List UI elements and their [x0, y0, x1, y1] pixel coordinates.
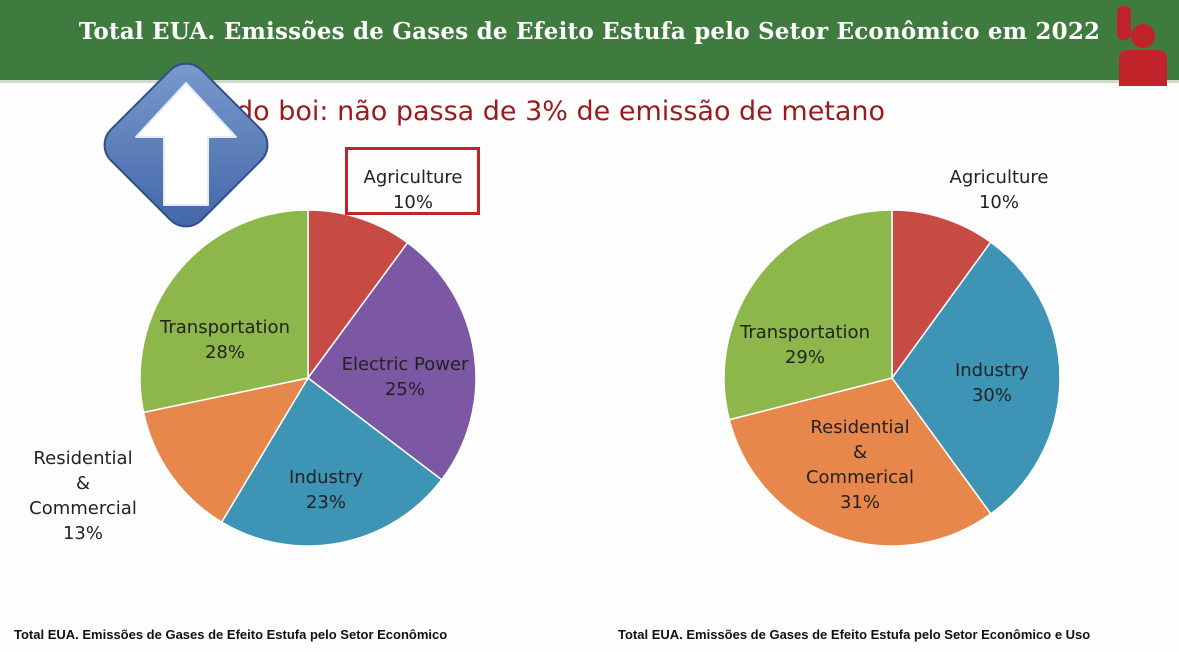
slice-label: Transportation: [160, 317, 290, 338]
slice-value: 31%: [839, 492, 880, 513]
slice-value: 29%: [784, 347, 825, 368]
data-label: Agriculture 10%: [352, 165, 474, 215]
data-label: Residential & Commercial 13%: [18, 446, 148, 546]
slice-label: Commercial: [29, 498, 137, 519]
data-label: Transportation 29%: [730, 320, 880, 370]
slice-label: Agriculture: [949, 167, 1049, 188]
slice-label: Agriculture: [363, 167, 463, 188]
pie-slice: [306, 241, 477, 481]
pie-slice: [891, 209, 992, 381]
slice-value: 10%: [978, 192, 1019, 213]
agriculture-highlight-box: [345, 147, 480, 215]
slice-label: &: [75, 473, 91, 494]
slice-value: 25%: [384, 379, 425, 400]
data-label: Industry 30%: [932, 358, 1052, 408]
pie-slice: [891, 241, 1061, 515]
slice-value: 13%: [62, 523, 103, 544]
page-title: Total EUA. Emissões de Gases de Efeito E…: [78, 18, 1101, 45]
data-label: Electric Power 25%: [330, 352, 480, 402]
slice-value: 30%: [971, 385, 1012, 406]
slice-label: Industry: [954, 360, 1030, 381]
slice-label: Transportation: [740, 322, 870, 343]
pie-slice: [728, 377, 992, 547]
slice-label: Electric Power: [341, 354, 469, 375]
pie-slice: [220, 376, 443, 547]
pie-slice: [723, 209, 893, 421]
upload-arrow-icon[interactable]: [96, 55, 276, 235]
slice-label: Residential: [810, 417, 910, 438]
slice-value: 10%: [392, 192, 433, 213]
slide-subtitle: do boi: não passa de 3% de emissão de me…: [236, 96, 886, 127]
slice-value: 28%: [204, 342, 245, 363]
pie-slice: [142, 376, 310, 524]
slice-label: &: [852, 442, 868, 463]
pie-slice: [307, 209, 409, 381]
slice-label: Residential: [33, 448, 133, 469]
slice-label: Commerical: [805, 467, 915, 488]
pie-slice: [139, 209, 309, 414]
chart-caption: Total EUA. Emissões de Gases de Efeito E…: [618, 627, 1091, 642]
person-raising-hand-icon: [1117, 6, 1167, 86]
data-label: Transportation 28%: [150, 315, 300, 365]
slice-label: Industry: [288, 467, 364, 488]
pie-chart-sector-and-use-emissions: [723, 209, 1061, 547]
slice-value: 23%: [305, 492, 346, 513]
pie-chart-sector-emissions: [139, 209, 477, 547]
data-label: Residential & Commerical 31%: [792, 415, 928, 515]
data-label: Agriculture 10%: [938, 165, 1060, 215]
chart-caption: Total EUA. Emissões de Gases de Efeito E…: [14, 627, 448, 642]
data-label: Industry 23%: [266, 465, 386, 515]
